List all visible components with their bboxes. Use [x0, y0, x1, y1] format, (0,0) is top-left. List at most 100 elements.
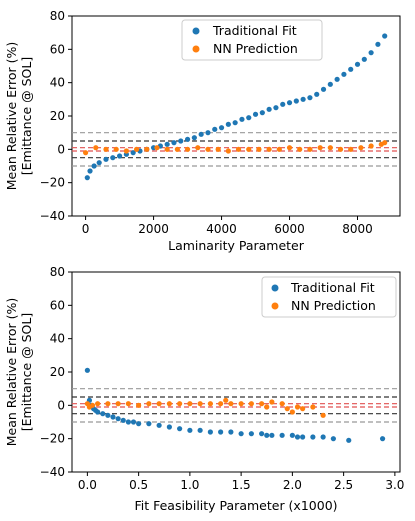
nn-prediction-point	[105, 401, 111, 407]
nn-prediction-point	[320, 412, 326, 418]
traditional-fit-point	[197, 427, 203, 433]
traditional-fit-point	[279, 432, 285, 438]
y-axis-label-top-line2: [Emittance @ SOL]	[19, 57, 34, 175]
y-tick-label: 80	[50, 9, 65, 23]
x-tick-label: 3.0	[385, 478, 404, 492]
nn-prediction-point	[337, 146, 344, 152]
traditional-fit-point	[346, 437, 352, 443]
nn-prediction-point	[284, 406, 290, 412]
nn-prediction-point	[317, 145, 323, 151]
traditional-fit-point	[269, 432, 275, 438]
traditional-fit-point	[130, 150, 136, 156]
x-tick-label: 1.5	[232, 478, 251, 492]
nn-prediction-point	[207, 401, 213, 407]
traditional-fit-point	[207, 429, 213, 435]
x-tick-label: 4000	[206, 222, 237, 236]
nn-prediction-point	[113, 146, 119, 152]
nn-prediction-point	[164, 146, 170, 152]
nn-prediction-point	[123, 148, 129, 154]
traditional-fit-point	[259, 110, 265, 116]
nn-prediction-point	[235, 146, 242, 152]
traditional-fit-point	[379, 436, 386, 442]
nn-prediction-point	[238, 401, 244, 407]
traditional-fit-point	[116, 153, 123, 159]
y-tick-label: 60	[50, 42, 65, 56]
legend-label-nn-top: NN Prediction	[213, 41, 298, 56]
nn-prediction-point	[82, 150, 89, 156]
nn-prediction-point	[368, 143, 374, 149]
nn-prediction-point	[269, 399, 275, 405]
traditional-fit-point	[289, 432, 295, 438]
traditional-fit-point	[239, 116, 245, 122]
nn-prediction-point	[215, 146, 221, 152]
traditional-fit-point	[382, 33, 388, 39]
nn-prediction-point	[286, 145, 293, 151]
traditional-fit-point	[293, 98, 299, 104]
traditional-fit-point	[115, 416, 121, 422]
x-tick-label: 0.5	[129, 478, 148, 492]
x-tick-label: 0.0	[78, 478, 97, 492]
traditional-fit-point	[146, 421, 152, 427]
series-bottom	[84, 367, 386, 443]
nn-prediction-point	[125, 401, 131, 407]
traditional-fit-point	[184, 136, 191, 142]
traditional-fit-point	[84, 367, 90, 373]
traditional-fit-point	[125, 419, 131, 425]
nn-prediction-point	[93, 145, 99, 151]
traditional-fit-point	[310, 434, 316, 440]
nn-prediction-point	[156, 401, 162, 407]
traditional-fit-point	[334, 76, 340, 82]
y-tick-label: 0	[57, 142, 65, 156]
traditional-fit-point	[330, 436, 336, 442]
traditional-fit-point	[320, 86, 327, 92]
traditional-fit-point	[286, 100, 293, 106]
nn-prediction-point	[225, 148, 231, 154]
nn-prediction-point	[195, 145, 201, 151]
traditional-fit-point	[246, 115, 252, 121]
nn-prediction-point	[146, 401, 152, 407]
traditional-fit-point	[178, 138, 184, 144]
nn-prediction-point	[327, 145, 333, 151]
x-tick-label: 2.5	[334, 478, 353, 492]
nn-prediction-point	[259, 401, 265, 407]
traditional-fit-point	[100, 411, 106, 417]
nn-prediction-point	[294, 404, 301, 410]
x-ticks-bottom: 0.0 0.5 1.0 1.5 2.0 2.5 3.0	[78, 472, 404, 492]
nn-prediction-point	[310, 404, 316, 410]
traditional-fit-point	[105, 412, 111, 418]
x-tick-label: 2.0	[283, 478, 302, 492]
traditional-fit-point	[264, 432, 270, 438]
traditional-fit-point	[212, 126, 218, 132]
nn-prediction-point	[266, 146, 272, 152]
y-axis-label-bottom-line2: [Emittance @ SOL]	[19, 313, 34, 431]
y-tick-label: −20	[40, 432, 65, 446]
traditional-fit-point	[280, 101, 286, 107]
traditional-fit-point	[218, 125, 225, 131]
x-tick-label: 0	[82, 222, 90, 236]
traditional-fit-point	[307, 95, 313, 101]
y-tick-label: −40	[40, 209, 65, 223]
nn-prediction-point	[187, 401, 193, 407]
traditional-fit-point	[96, 160, 102, 166]
nn-prediction-point	[205, 146, 211, 152]
x-tick-label: 6000	[274, 222, 305, 236]
ref-lines-top	[72, 132, 400, 167]
nn-prediction-point	[300, 406, 306, 412]
nn-prediction-point	[174, 146, 180, 152]
traditional-fit-point	[314, 91, 320, 97]
nn-prediction-point	[358, 145, 364, 151]
traditional-fit-point	[225, 121, 231, 127]
y-tick-label: 20	[50, 109, 65, 123]
traditional-fit-point	[87, 168, 93, 174]
y-tick-label: 80	[50, 265, 65, 279]
legend-label-nn-bottom: NN Prediction	[291, 298, 376, 313]
nn-prediction-point	[289, 409, 295, 415]
legend-marker-traditional-top	[192, 27, 200, 35]
y-tick-label: 60	[50, 298, 65, 312]
nn-prediction-point	[144, 146, 150, 152]
nn-prediction-point	[154, 145, 160, 151]
traditional-fit-point	[177, 426, 183, 432]
y-tick-label: 40	[50, 76, 65, 90]
traditional-fit-point	[103, 156, 109, 162]
